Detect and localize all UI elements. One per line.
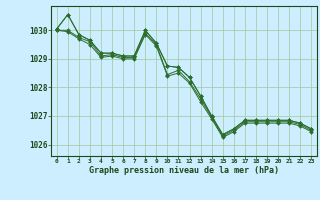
X-axis label: Graphe pression niveau de la mer (hPa): Graphe pression niveau de la mer (hPa) [89,166,279,175]
